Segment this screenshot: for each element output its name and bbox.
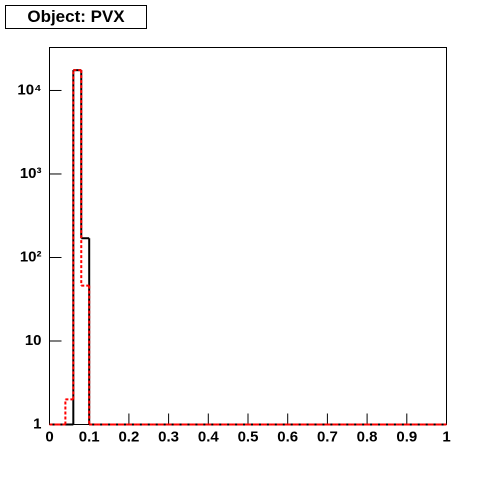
- x-tick-label: 0.9: [396, 428, 417, 445]
- y-tick-label: 10⁴: [17, 81, 41, 98]
- y-tick-label: 1: [33, 415, 41, 432]
- x-tick-label: 0: [45, 428, 53, 445]
- y-tick-label: 10²: [20, 248, 42, 265]
- y-tick-label: 10³: [20, 165, 42, 182]
- y-tick-label: 10: [25, 332, 42, 349]
- chart-title: Object: PVX: [27, 7, 125, 26]
- x-tick-label: 0.5: [238, 428, 259, 445]
- x-tick-label: 0.2: [118, 428, 139, 445]
- title-box: [5, 5, 147, 29]
- x-tick-label: 0.6: [277, 428, 298, 445]
- x-tick-label: 0.3: [158, 428, 179, 445]
- x-tick-label: 0.8: [357, 428, 378, 445]
- x-tick-label: 0.4: [198, 428, 220, 445]
- x-tick-label: 1: [442, 428, 450, 445]
- x-tick-label: 0.7: [317, 428, 338, 445]
- x-tick-label: 0.1: [79, 428, 100, 445]
